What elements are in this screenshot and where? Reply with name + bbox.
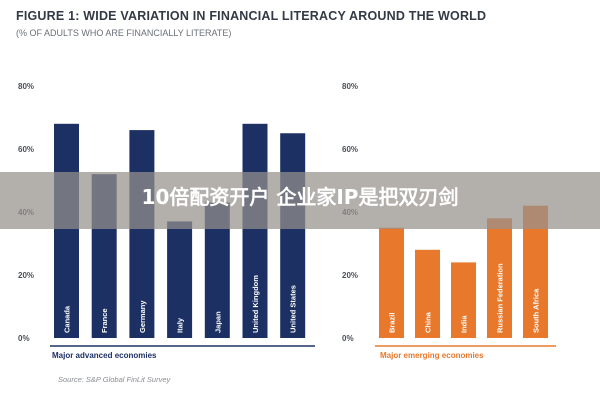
watermark-text: 10倍配资开户 企业家IP是把双刃剑 — [141, 185, 459, 209]
bar-category-label: United States — [289, 285, 298, 333]
bar-category-label: Italy — [176, 317, 185, 333]
y-tick-label: 60% — [18, 145, 34, 154]
bar-category-label: Canada — [63, 305, 72, 333]
bar-brazil — [379, 227, 404, 338]
source-note: Source: S&P Global FinLit Survey — [58, 375, 171, 384]
y-tick-label: 20% — [18, 271, 34, 280]
x-axis-label: Major advanced economies — [52, 351, 157, 360]
y-tick-label: 20% — [342, 271, 358, 280]
y-tick-label: 0% — [342, 334, 354, 343]
y-tick-label: 0% — [18, 334, 30, 343]
bar-category-label: United Kingdom — [251, 275, 260, 333]
bar-italy — [167, 221, 193, 338]
chart-subtitle: (% OF ADULTS WHO ARE FINANCIALLY LITERAT… — [16, 28, 232, 38]
bar-china — [415, 249, 440, 338]
bar-united-kingdom — [242, 123, 268, 338]
x-axis-label: Major emerging economies — [380, 351, 484, 360]
bar-russian-federation — [487, 218, 512, 338]
y-tick-label: 80% — [342, 82, 358, 91]
bar-canada — [54, 123, 79, 338]
bar-category-label: Brazil — [388, 313, 397, 333]
bar-category-label: China — [424, 311, 433, 333]
bar-category-label: France — [100, 308, 109, 333]
bar-germany — [129, 130, 155, 338]
bar-category-label: India — [460, 315, 469, 333]
bar-united-states — [280, 133, 306, 338]
watermark-banner — [0, 172, 600, 229]
bar-category-label: Germany — [138, 300, 147, 333]
bar-category-label: Russian Federation — [496, 263, 505, 333]
y-tick-label: 80% — [18, 82, 34, 91]
bar-category-label: Japan — [213, 311, 222, 333]
chart-title: FIGURE 1: WIDE VARIATION IN FINANCIAL LI… — [16, 9, 487, 23]
bar-category-label: South Africa — [532, 288, 541, 333]
bar-india — [451, 262, 476, 338]
y-tick-label: 60% — [342, 145, 358, 154]
